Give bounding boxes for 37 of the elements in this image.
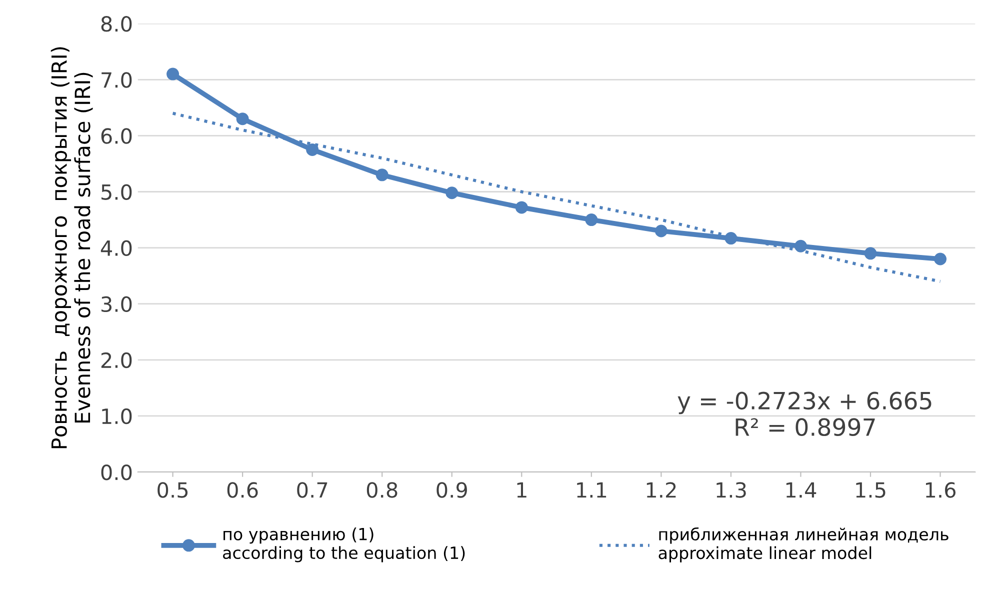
x-tick-label: 1.3 [716,482,746,498]
point [306,143,319,156]
x-tick-label: 0.6 [227,482,258,498]
x-tick-label: 0.9 [436,482,467,498]
legend-label: приближенная линейная модель approximate linear model [658,527,948,562]
point [654,224,668,238]
y-tick-label: 5.0 [102,184,132,200]
point [166,68,180,80]
y-axis-title: Ровность дорожного покрытия (IRI) Evenness of the road surface (IRI) [50,47,93,448]
y-tick-label: 0.0 [101,464,132,480]
point [515,201,528,214]
x-tick-label: 1.1 [577,482,606,498]
y-tick-label: 7.0 [102,72,132,88]
y-tick-label: 1.0 [102,408,132,424]
point [585,214,598,226]
point [724,232,738,245]
x-tick-label: 0.5 [158,482,188,498]
x-tick-label: 0.7 [297,482,328,498]
x-tick-label: 1.4 [786,482,816,498]
y-tick-label: 8.0 [101,16,132,32]
y-tick-label: 2.0 [101,352,132,368]
y-tick-label: 6.0 [101,128,132,144]
point [236,112,249,126]
x-tick-label: 1.2 [646,482,676,498]
y-tick-label: 4.0 [100,240,132,256]
y-tick-label: 3.0 [101,296,132,312]
x-tick-label: 0.8 [366,482,398,498]
x-tick-label: 1.6 [926,482,956,498]
legend-label: по уравнению (1) according to the equation (1) [223,528,465,562]
x-tick-label: 1.5 [856,482,886,498]
annotation: y = -0.2723x + 6.665 R² = 0.8997 [678,392,932,436]
point [376,168,388,182]
point [794,240,807,252]
point [934,252,947,266]
point [864,247,877,260]
x-tick-label: 1 [517,482,526,498]
point [446,186,458,200]
